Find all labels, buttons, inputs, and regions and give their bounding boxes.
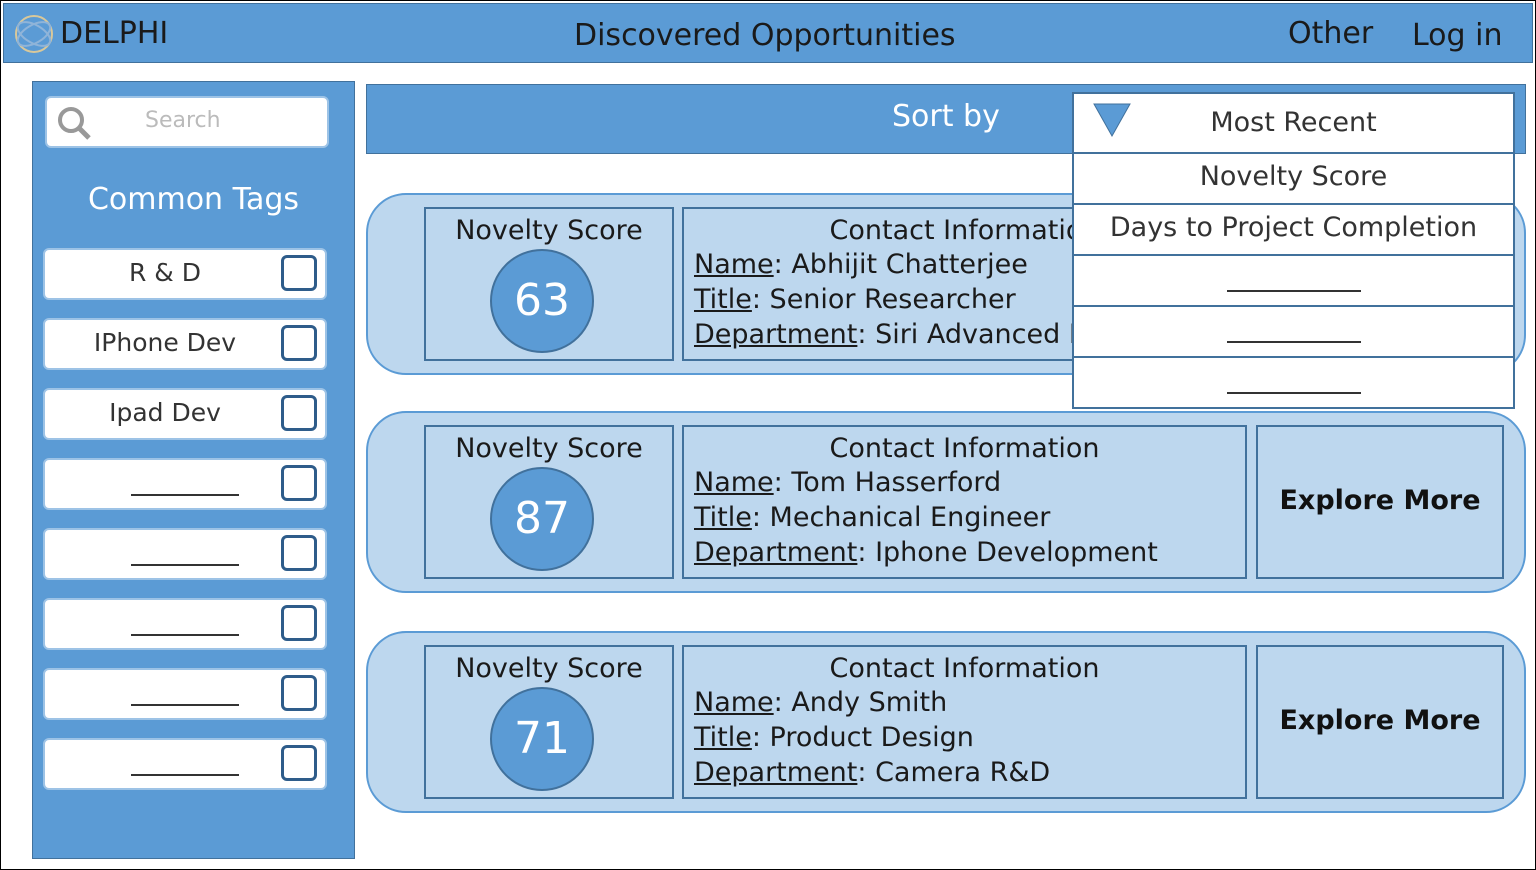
tags-title: Common Tags [87, 182, 300, 217]
field-value: : Iphone Development [857, 537, 1158, 568]
field-key: Name [694, 467, 774, 498]
sidebar: Search Common Tags R & D IPhone Dev Ipad D… [32, 81, 355, 859]
score-value: 63 [490, 249, 594, 353]
blank-line [131, 634, 239, 636]
blank-line [1227, 392, 1361, 394]
opportunity-card: Novelty Score 87 Contact Information Name: … [366, 411, 1526, 593]
explore-button[interactable]: Explore More [1256, 425, 1504, 579]
tag-row[interactable]: IPhone Dev [43, 318, 327, 370]
tag-row[interactable] [43, 738, 327, 790]
selected-option[interactable]: Most Recent [1074, 94, 1513, 152]
search-placeholder: Search [145, 108, 221, 133]
field-key: Department [694, 319, 858, 350]
nav-link[interactable]: Log in [1412, 18, 1503, 53]
tag-checkbox[interactable] [281, 675, 317, 711]
logo[interactable]: DELPHI [60, 16, 169, 51]
score-label: Novelty Score [455, 215, 643, 246]
contact-field: Title: Senior Researcher [694, 284, 1016, 315]
opportunity-card: Novelty Score 71 Contact Information Name: … [366, 631, 1526, 813]
blank-line [1227, 290, 1361, 292]
tag-row[interactable] [43, 458, 327, 510]
sort-option[interactable]: Days to Project Completion [1074, 203, 1513, 254]
header: DELPHI Discovered Opportunities Other Lo… [3, 3, 1533, 63]
contact-heading: Contact Information [829, 215, 1100, 246]
tag-label: R & D [128, 258, 201, 287]
field-key: Title [694, 502, 752, 533]
tag-label: IPhone Dev [93, 328, 237, 357]
tag-checkbox[interactable] [281, 325, 317, 361]
tag-row[interactable]: Ipad Dev [43, 388, 327, 440]
contact-field: Department: Camera R&D [694, 757, 1050, 788]
contact-field: Name: Andy Smith [694, 687, 947, 718]
tag-label: Ipad Dev [109, 398, 221, 427]
contact-field: Name: Tom Hasserford [694, 467, 1001, 498]
dropdown-arrow [1093, 103, 1131, 138]
tag-checkbox[interactable] [281, 255, 317, 291]
sort-option[interactable]: Novelty Score [1074, 152, 1513, 203]
tag-row[interactable] [43, 598, 327, 650]
field-value: : Tom Hasserford [773, 467, 1002, 498]
field-key: Title [694, 284, 752, 315]
tag-row[interactable] [43, 668, 327, 720]
contact-box: Contact Information Name: Andy Smith Title… [682, 645, 1247, 799]
tag-checkbox[interactable] [281, 745, 317, 781]
field-key: Title [694, 722, 752, 753]
page-title: Discovered Opportunities [574, 18, 956, 53]
blank-line [131, 494, 239, 496]
contact-field: Title: Mechanical Engineer [694, 502, 1050, 533]
sort-option[interactable] [1074, 254, 1513, 305]
field-key: Name [694, 687, 774, 718]
field-key: Department [694, 537, 858, 568]
tag-row[interactable]: R & D [43, 248, 327, 300]
score-value: 71 [490, 687, 594, 791]
contact-field: Title: Product Design [694, 722, 974, 753]
logo-icon [15, 15, 53, 53]
score-box: Novelty Score 87 [424, 425, 674, 579]
search-box[interactable]: Search [45, 96, 329, 148]
explore-label: Explore More [1279, 485, 1481, 516]
selected-text: Most Recent [1210, 107, 1377, 138]
search-icon [58, 107, 91, 140]
tag-checkbox[interactable] [281, 465, 317, 501]
explore-button[interactable]: Explore More [1256, 645, 1504, 799]
contact-box: Contact Information Name: Tom Hasserford T… [682, 425, 1247, 579]
score-value: 87 [490, 467, 594, 571]
nav-link[interactable]: Other [1288, 16, 1374, 51]
score-label: Novelty Score [455, 653, 643, 684]
tag-checkbox[interactable] [281, 535, 317, 571]
contact-heading: Contact Information [829, 433, 1100, 464]
field-value: : Camera R&D [857, 757, 1051, 788]
score-box: Novelty Score 71 [424, 645, 674, 799]
tag-row[interactable] [43, 528, 327, 580]
blank-line [131, 774, 239, 776]
contact-heading: Contact Information [829, 653, 1100, 684]
explore-label: Explore More [1279, 705, 1481, 736]
field-value: : Product Design [751, 722, 974, 753]
field-value: : Abhijit Chatterjee [773, 249, 1028, 280]
sort-option[interactable] [1074, 305, 1513, 356]
field-key: Name [694, 249, 774, 280]
tag-checkbox[interactable] [281, 605, 317, 641]
tag-checkbox[interactable] [281, 395, 317, 431]
sort-option[interactable] [1074, 356, 1513, 407]
blank-line [1227, 341, 1361, 343]
sort-label: Sort by [892, 99, 1000, 134]
field-value: : Mechanical Engineer [751, 502, 1051, 533]
sort-dropdown[interactable]: Most Recent Novelty Score Days to Project… [1072, 92, 1515, 409]
score-label: Novelty Score [455, 433, 643, 464]
field-value: : Andy Smith [773, 687, 948, 718]
score-box: Novelty Score 63 [424, 207, 674, 361]
blank-line [131, 704, 239, 706]
contact-field: Name: Abhijit Chatterjee [694, 249, 1028, 280]
field-key: Department [694, 757, 858, 788]
field-value: : Senior Researcher [751, 284, 1016, 315]
blank-line [131, 564, 239, 566]
contact-field: Department: Iphone Development [694, 537, 1158, 568]
